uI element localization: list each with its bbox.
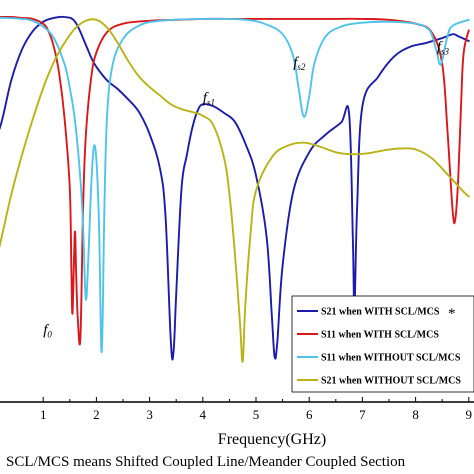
legend-label-3: S11 when WITHOUT SCL/MCS bbox=[321, 353, 461, 364]
x-tick-label-7: 7 bbox=[359, 407, 366, 422]
series-line-4 bbox=[0, 18, 470, 363]
annotations: f0 fs1 fs2 fs3 bbox=[43, 40, 449, 340]
annotation-fs3: fs3 bbox=[437, 40, 450, 57]
figure-note: SCL/MCS means Shifted Coupled Line/Meand… bbox=[6, 454, 406, 470]
legend-label-2: S11 when WITH SCL/MCS bbox=[321, 330, 439, 341]
series-line-2 bbox=[0, 15, 470, 346]
x-tick-label-8: 8 bbox=[412, 407, 419, 422]
x-tick-label-9: 9 bbox=[466, 407, 473, 422]
annotation-fs1: fs1 bbox=[203, 90, 215, 107]
x-tick-label-4: 4 bbox=[200, 407, 207, 422]
legend-label-4: S21 when WITHOUT SCL/MCS bbox=[321, 376, 461, 387]
annotation-f0: f0 bbox=[43, 323, 52, 340]
x-tick-label-5: 5 bbox=[253, 407, 260, 422]
x-tick-label-6: 6 bbox=[306, 407, 313, 422]
x-axis-label: Frequency(GHz) bbox=[218, 431, 326, 448]
x-tick-label-2: 2 bbox=[93, 407, 100, 422]
series-layer bbox=[0, 15, 470, 363]
legend-box bbox=[291, 295, 474, 393]
x-tick-label-3: 3 bbox=[146, 407, 153, 422]
series-line-3 bbox=[0, 16, 470, 353]
legend-asterisk: * bbox=[448, 306, 456, 322]
legend: S21 when WITH SCL/MCS S11 when WITH SCL/M… bbox=[291, 295, 474, 393]
x-ticks: 1 2 3 4 5 6 7 8 9 bbox=[40, 397, 472, 422]
x-tick-label-1: 1 bbox=[40, 407, 47, 422]
annotation-fs2: fs2 bbox=[293, 55, 306, 72]
legend-label-1: S21 when WITH SCL/MCS bbox=[321, 307, 440, 318]
series-line-1 bbox=[0, 15, 470, 361]
